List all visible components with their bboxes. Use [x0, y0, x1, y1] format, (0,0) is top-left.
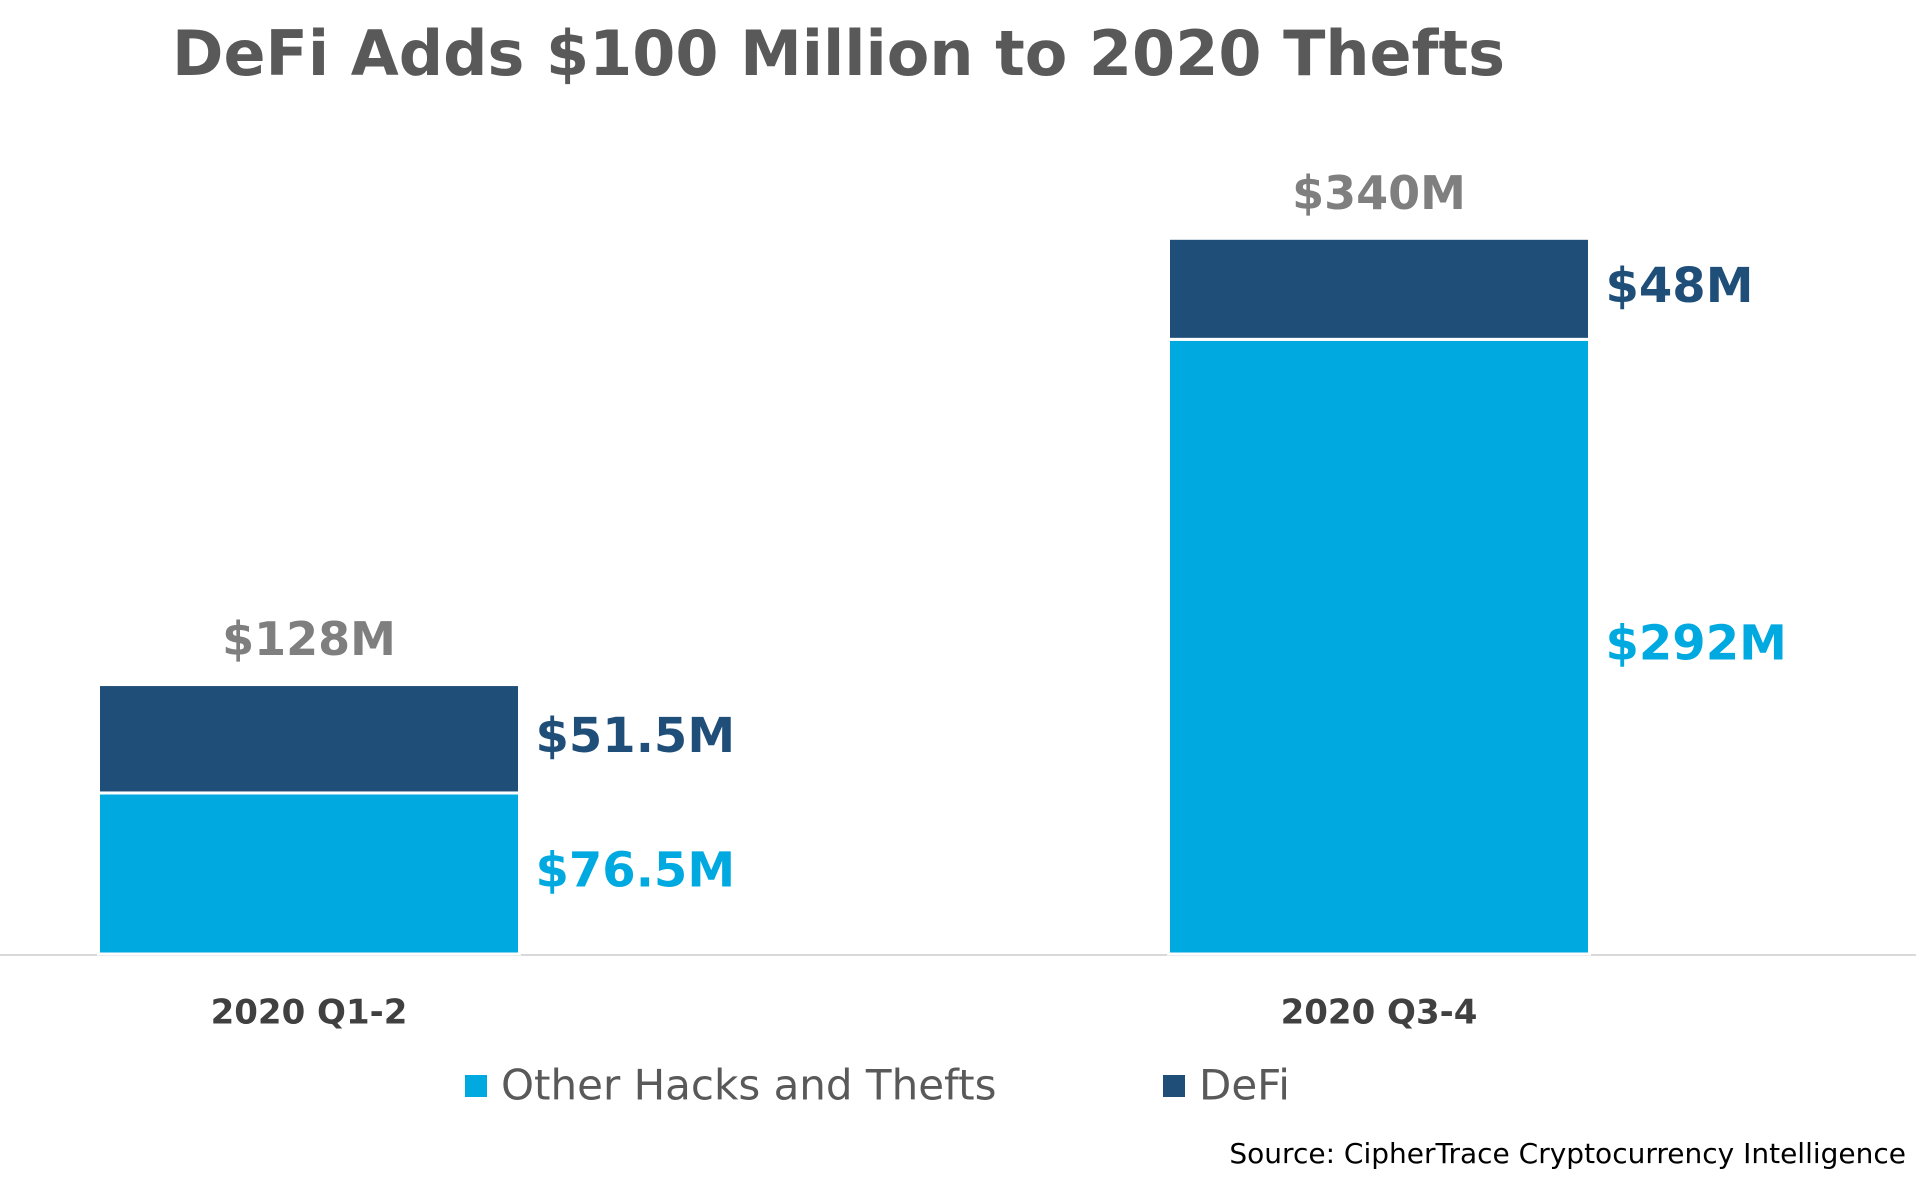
x-tick-label: 2020 Q1-2 — [211, 993, 408, 1033]
bar-segment — [1167, 236, 1591, 341]
bar-segment — [97, 683, 521, 795]
data-label: $48M — [1606, 258, 1754, 314]
data-label: $76.5M — [536, 842, 736, 898]
total-label: $340M — [1292, 166, 1466, 220]
data-label: $51.5M — [536, 708, 736, 764]
legend-label: DeFi — [1199, 1061, 1290, 1110]
legend-swatch — [1163, 1075, 1185, 1097]
chart-title: DeFi Adds $100 Million to 2020 Thefts — [172, 17, 1505, 90]
source-note: Source: CipherTrace Cryptocurrency Intel… — [1229, 1137, 1906, 1170]
data-label: $292M — [1606, 616, 1787, 672]
legend-swatch — [465, 1075, 487, 1097]
bar-segment — [1167, 337, 1591, 956]
bar-segment — [97, 791, 521, 956]
total-label: $128M — [222, 612, 396, 666]
legend-label: Other Hacks and Thefts — [501, 1061, 996, 1110]
x-tick-label: 2020 Q3-4 — [1281, 993, 1478, 1033]
